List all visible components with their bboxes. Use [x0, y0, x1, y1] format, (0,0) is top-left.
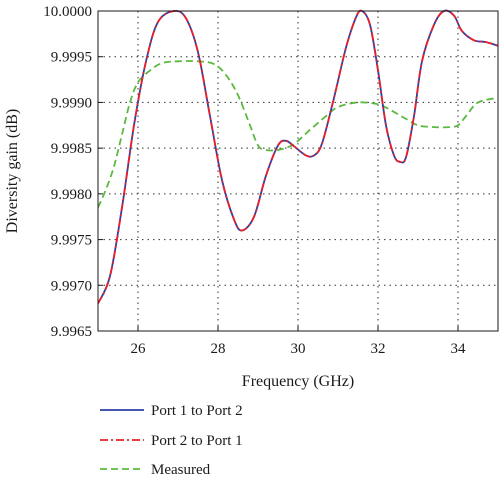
y-tick-label: 9.9965: [51, 324, 92, 340]
y-tick-label: 9.9970: [51, 278, 92, 294]
x-axis: 26 28 30 32 34: [131, 326, 467, 357]
y-tick-label: 9.9995: [51, 50, 92, 66]
legend: Port 1 to Port 2 Port 2 to Port 1 Measured: [100, 403, 243, 478]
x-tick-label: 32: [371, 341, 386, 357]
legend-label-2: Measured: [151, 462, 211, 478]
x-tick-label: 28: [211, 341, 226, 357]
x-tick-label: 34: [451, 341, 467, 357]
series-line-2: [98, 60, 498, 208]
legend-label-0: Port 1 to Port 2: [151, 403, 243, 419]
x-tick-label: 26: [131, 341, 147, 357]
x-tick-label: 30: [291, 341, 306, 357]
y-tick-label: 10.0000: [43, 4, 92, 20]
y-tick-label: 9.9980: [51, 187, 92, 203]
y-tick-label: 9.9975: [51, 233, 92, 249]
x-axis-title: Frequency (GHz): [242, 373, 354, 390]
legend-label-1: Port 2 to Port 1: [151, 433, 243, 449]
y-axis: 9.9965 9.9970 9.9975 9.9980 9.9985 9.9990 9.99…: [43, 4, 103, 340]
grid-lines: [98, 11, 498, 331]
y-axis-title: Diversity gain (dB): [4, 109, 21, 233]
y-tick-label: 9.9985: [51, 141, 92, 157]
y-tick-label: 9.9990: [51, 95, 92, 111]
